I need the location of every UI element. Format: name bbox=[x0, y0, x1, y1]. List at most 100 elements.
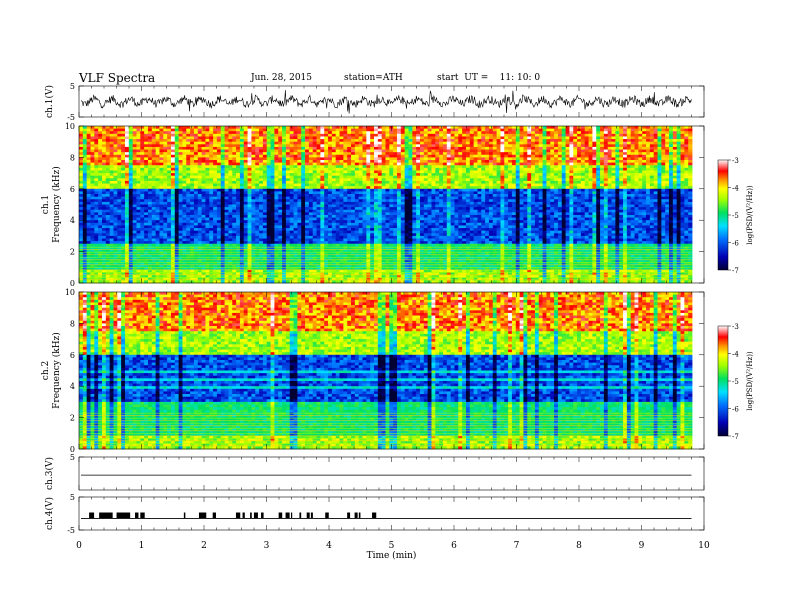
spectrogram-cell bbox=[562, 144, 566, 147]
spectrogram-cell bbox=[481, 168, 485, 171]
spectrogram-cell bbox=[248, 170, 252, 173]
spectrogram-cell bbox=[623, 189, 627, 192]
spectrogram-cell bbox=[431, 147, 435, 150]
spectrogram-cell bbox=[554, 205, 558, 208]
spectrogram-cell bbox=[638, 173, 642, 176]
spectrogram-cell bbox=[573, 129, 577, 132]
spectrogram-cell bbox=[98, 184, 102, 187]
spectrogram-cell bbox=[665, 163, 669, 166]
spectrogram-cell bbox=[412, 155, 416, 158]
spectrogram-cell bbox=[221, 155, 225, 158]
spectrogram-cell bbox=[347, 139, 351, 142]
spectrogram-cell bbox=[251, 194, 255, 197]
spectrogram-cell bbox=[370, 147, 374, 150]
spectrogram-cell bbox=[359, 142, 363, 145]
spectrogram-cell bbox=[462, 202, 466, 205]
spectrogram-cell bbox=[412, 194, 416, 197]
spectrogram-cell bbox=[205, 205, 209, 208]
spectrogram-cell bbox=[412, 142, 416, 145]
spectrogram-cell bbox=[102, 197, 106, 200]
spectrogram-cell bbox=[688, 131, 692, 134]
spectrogram-cell bbox=[106, 160, 110, 163]
spectrogram-cell bbox=[182, 147, 186, 150]
spectrogram-cell bbox=[363, 160, 367, 163]
spectrogram-cell bbox=[148, 144, 152, 147]
spectrogram-cell bbox=[133, 139, 137, 142]
spectrogram-cell bbox=[412, 150, 416, 153]
spectrogram-cell bbox=[615, 134, 619, 137]
spectrogram-cell bbox=[462, 155, 466, 158]
spectrogram-cell bbox=[420, 186, 424, 189]
spectrogram-cell bbox=[393, 150, 397, 153]
spectrogram-cell bbox=[673, 163, 677, 166]
spectrogram-cell bbox=[106, 150, 110, 153]
spectrogram-cell bbox=[608, 173, 612, 176]
spectrogram-cell bbox=[98, 163, 102, 166]
spectrogram-cell bbox=[458, 178, 462, 181]
spectrogram-cell bbox=[163, 136, 167, 139]
spectrogram-cell bbox=[225, 170, 229, 173]
spectrogram-cell bbox=[596, 165, 600, 168]
spectrogram-cell bbox=[489, 163, 493, 166]
spectrogram-cell bbox=[232, 144, 236, 147]
spectrogram-cell bbox=[539, 181, 543, 184]
spectrogram-cell bbox=[658, 205, 662, 208]
spectrogram-cell bbox=[317, 199, 321, 202]
spectrogram-cell bbox=[317, 129, 321, 132]
spectrogram-cell bbox=[198, 181, 202, 184]
spectrogram-cell bbox=[194, 131, 198, 134]
spectrogram-cell bbox=[619, 165, 623, 168]
spectrogram-cell bbox=[493, 173, 497, 176]
spectrogram-cell bbox=[251, 173, 255, 176]
spectrogram-cell bbox=[251, 186, 255, 189]
spectrogram-cell bbox=[347, 191, 351, 194]
spectrogram-cell bbox=[646, 191, 650, 194]
spectrogram-cell bbox=[443, 202, 447, 205]
spectrogram-cell bbox=[94, 202, 98, 205]
spectrogram-cell bbox=[382, 144, 386, 147]
spectrogram-cell bbox=[244, 150, 248, 153]
spectrogram-cell bbox=[550, 160, 554, 163]
spectrogram-cell bbox=[217, 136, 221, 139]
spectrogram-cell bbox=[324, 144, 328, 147]
spectrogram-cell bbox=[600, 152, 604, 155]
spectrogram-cell bbox=[129, 131, 133, 134]
spectrogram-cell bbox=[550, 142, 554, 145]
spectrogram-cell bbox=[462, 194, 466, 197]
spectrogram-cell bbox=[320, 205, 324, 208]
spectrogram-cell bbox=[278, 157, 282, 160]
spectrogram-cell bbox=[688, 199, 692, 202]
spectrogram-cell bbox=[221, 194, 225, 197]
spectrogram-cell bbox=[650, 142, 654, 145]
spectrogram-cell bbox=[79, 168, 83, 171]
spectrogram-cell bbox=[152, 181, 156, 184]
spectrogram-cell bbox=[225, 147, 229, 150]
spectrogram-cell bbox=[596, 163, 600, 166]
spectrogram-cell bbox=[650, 134, 654, 137]
spectrogram-cell bbox=[163, 134, 167, 137]
spectrogram-cell bbox=[133, 197, 137, 200]
spectrogram-cell bbox=[240, 150, 244, 153]
spectrogram-cell bbox=[194, 144, 198, 147]
spectrogram-cell bbox=[79, 165, 83, 168]
spectrogram-cell bbox=[217, 152, 221, 155]
spectrogram-cell bbox=[217, 205, 221, 208]
spectrogram-cell bbox=[232, 194, 236, 197]
spectrogram-cell bbox=[294, 199, 298, 202]
spectrogram-cell bbox=[125, 126, 129, 129]
spectrogram-cell bbox=[340, 173, 344, 176]
spectrogram-cell bbox=[562, 155, 566, 158]
spectrogram-cell bbox=[592, 194, 596, 197]
spectrogram-cell bbox=[451, 173, 455, 176]
spectrogram-cell bbox=[627, 147, 631, 150]
spectrogram-cell bbox=[535, 197, 539, 200]
spectrogram-cell bbox=[144, 152, 148, 155]
spectrogram-cell bbox=[669, 155, 673, 158]
spectrogram-cell bbox=[340, 194, 344, 197]
spectrogram-cell bbox=[175, 160, 179, 163]
spectrogram-cell bbox=[251, 176, 255, 179]
spectrogram-cell bbox=[615, 191, 619, 194]
spectrogram-cell bbox=[569, 170, 573, 173]
spectrogram-cell bbox=[684, 147, 688, 150]
spectrogram-cell bbox=[546, 152, 550, 155]
